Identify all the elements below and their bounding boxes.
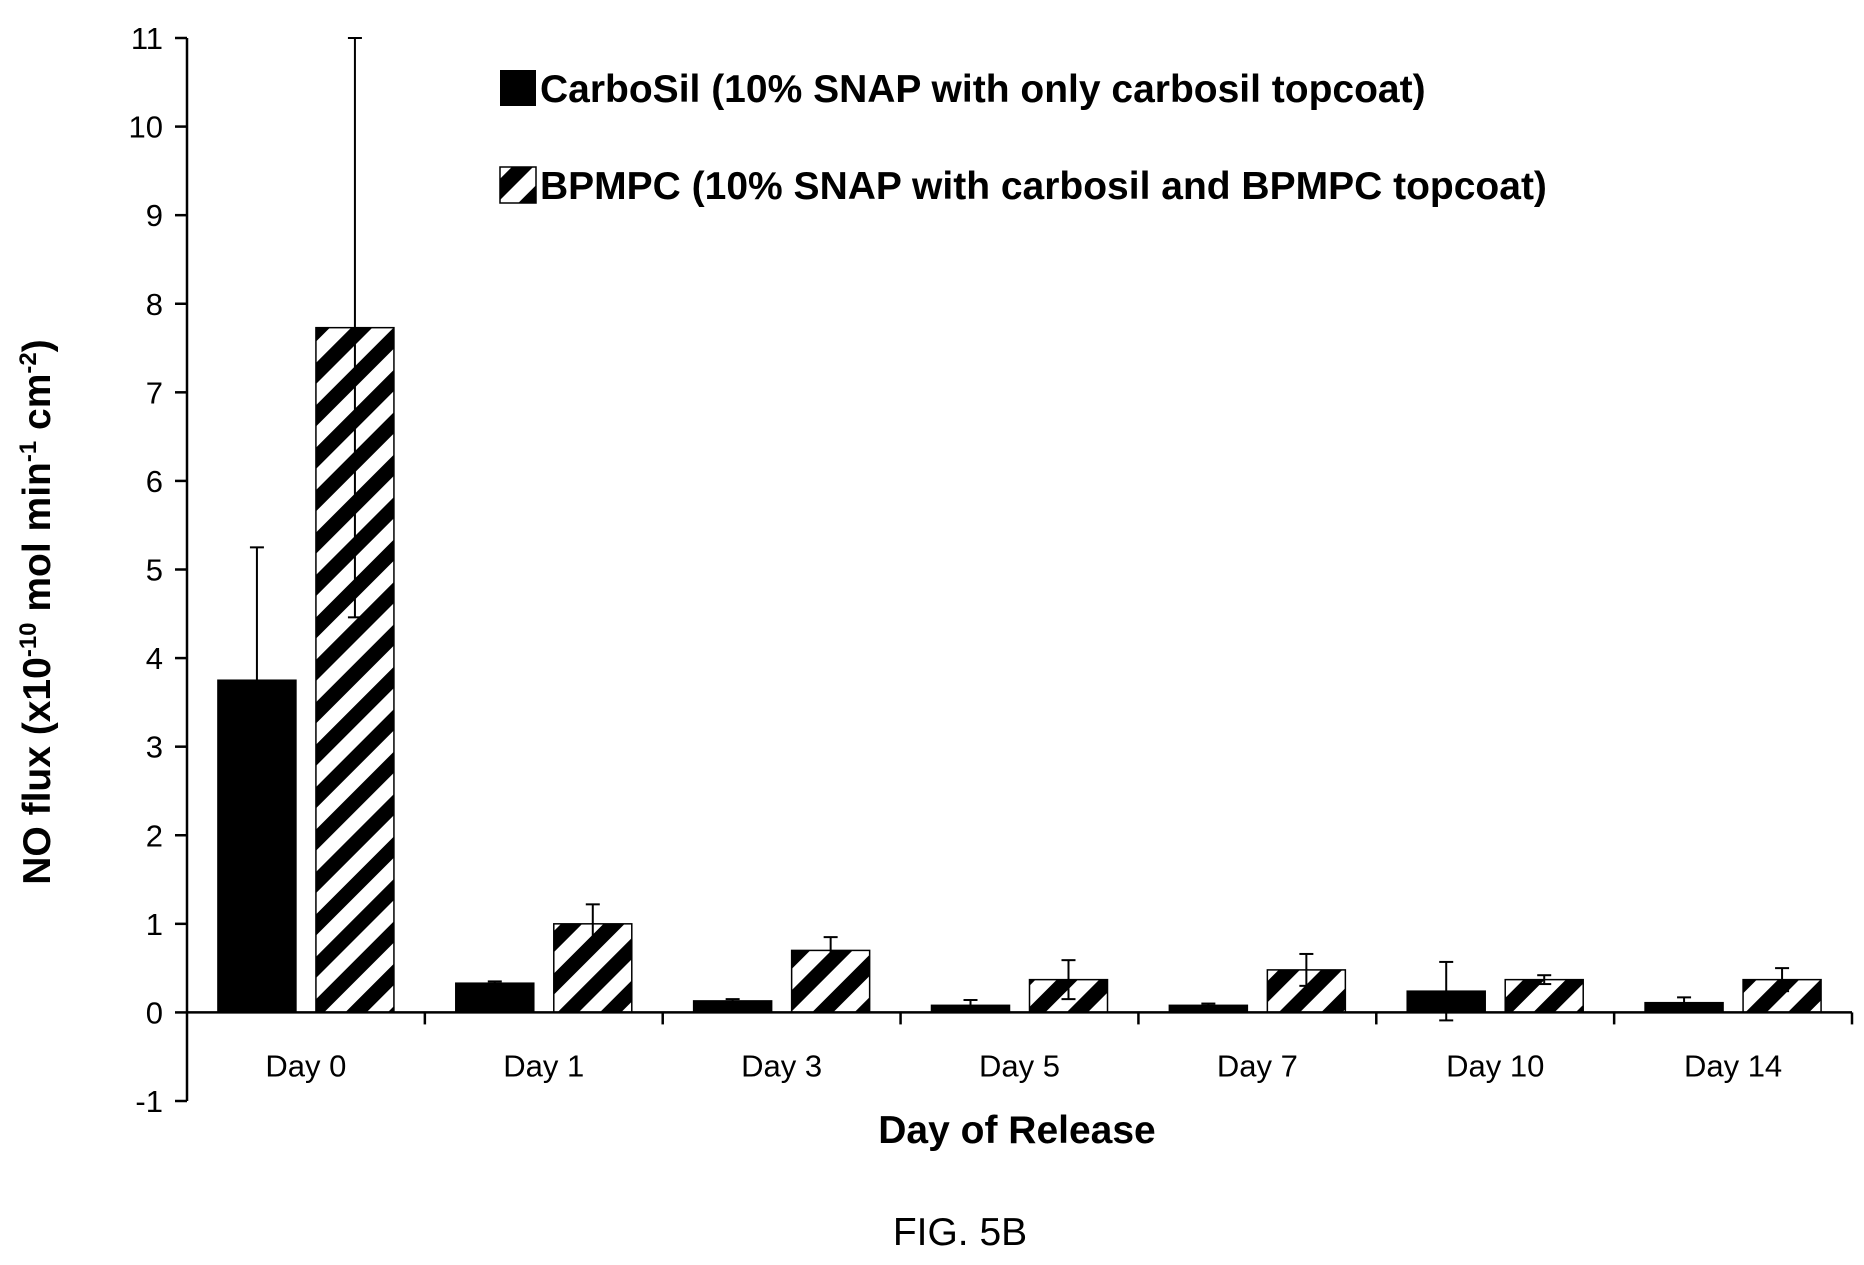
- legend-entry-carbosil: CarboSil (10% SNAP with only carbosil to…: [500, 68, 1426, 111]
- legend-label-bpmpc: BPMPC (10% SNAP with carbosil and BPMPC …: [540, 165, 1547, 208]
- y-tick-label: 8: [146, 287, 163, 322]
- bar-bpmpc: [1504, 978, 1584, 1014]
- y-tick-label: 11: [131, 21, 163, 56]
- y-axis: -1 0 1 2 3 4 5 6 7 8 9 10 11: [129, 21, 189, 1119]
- x-tick-label: Day 1: [503, 1048, 584, 1083]
- legend-swatch-bpmpc: [499, 166, 537, 204]
- y-axis-title: NO flux (x10-10 mol min-1 cm-2): [15, 339, 59, 885]
- y-tick-label: 0: [146, 995, 163, 1030]
- y-tick-label: 5: [146, 553, 163, 588]
- y-tick-label: 2: [146, 818, 163, 853]
- y-tick-label: 9: [146, 198, 163, 233]
- bar-carbosil: [455, 982, 535, 1014]
- y-tick-label: 6: [146, 464, 163, 499]
- x-tick-label: Day 0: [265, 1048, 346, 1083]
- legend-swatch-carbosil: [500, 70, 536, 106]
- legend: CarboSil (10% SNAP with only carbosil to…: [499, 68, 1547, 208]
- x-tick-label: Day 7: [1217, 1048, 1298, 1083]
- y-tick-label: 3: [146, 730, 163, 765]
- legend-entry-bpmpc: BPMPC (10% SNAP with carbosil and BPMPC …: [499, 165, 1547, 208]
- x-tick-label: Day 5: [979, 1048, 1060, 1083]
- y-tick-label: 1: [146, 907, 163, 942]
- x-tick-label: Day 14: [1684, 1048, 1782, 1083]
- y-tick-label: 10: [129, 110, 163, 145]
- x-tick-label: Day 10: [1446, 1048, 1544, 1083]
- plot-area: [217, 37, 1822, 1022]
- y-tick-label: 4: [146, 641, 163, 676]
- y-tick-label: -1: [135, 1084, 163, 1119]
- figure-caption: FIG. 5B: [893, 1211, 1027, 1254]
- x-axis-title: Day of Release: [878, 1109, 1155, 1152]
- y-tick-label: 7: [146, 375, 163, 410]
- legend-label-carbosil: CarboSil (10% SNAP with only carbosil to…: [540, 68, 1426, 111]
- x-axis: Day 0 Day 1 Day 3 Day 5 Day 7 Day 10 Day 14: [187, 1011, 1854, 1083]
- x-tick-label: Day 3: [741, 1048, 822, 1083]
